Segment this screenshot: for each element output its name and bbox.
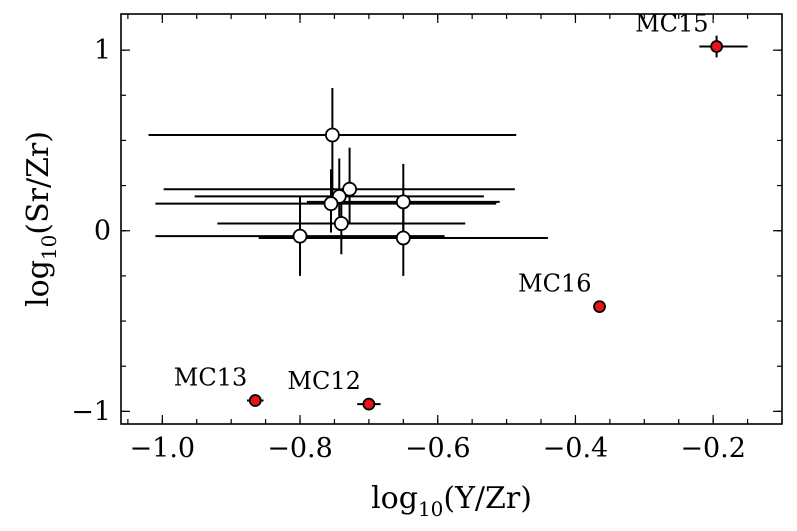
x-tick-label: −0.2 [680, 433, 746, 464]
open-data-point [395, 194, 411, 210]
axis-ticks [121, 14, 783, 424]
y-tick-label: 1 [94, 35, 111, 66]
point-labels: MC15 MC16 MC13 MC12 [174, 10, 709, 396]
open-data-point [323, 196, 339, 212]
y-tick-label: −1 [71, 396, 111, 427]
point-label-mc12: MC12 [287, 367, 360, 395]
tick-labels: −1.0 −0.8 −0.6 −0.4 −0.2 −1 0 1 [71, 35, 746, 464]
point-label-mc15: MC15 [635, 10, 708, 38]
y-axis-label: log10(Sr/Zr) [21, 131, 61, 307]
highlighted-data-point [593, 300, 606, 313]
highlighted-data-point [710, 40, 723, 53]
point-label-mc16: MC16 [518, 270, 591, 298]
x-axis-label: log10(Y/Zr) [371, 481, 532, 521]
error-bars [148, 35, 748, 406]
open-data-point [395, 230, 411, 246]
x-tick-label: −0.6 [405, 433, 471, 464]
open-data-point [333, 216, 349, 231]
x-tick-label: −0.8 [267, 433, 333, 464]
open-data-point [342, 181, 357, 197]
open-data-point [292, 228, 308, 244]
highlighted-data-point [248, 394, 262, 407]
x-tick-label: −1.0 [130, 433, 196, 464]
plot-frame [120, 13, 783, 425]
point-label-mc13: MC13 [174, 364, 247, 392]
highlighted-data-point [362, 397, 376, 411]
data-points [248, 40, 723, 411]
y-tick-label: 0 [94, 216, 111, 247]
open-data-point [324, 127, 340, 143]
x-tick-label: −0.4 [543, 433, 609, 464]
